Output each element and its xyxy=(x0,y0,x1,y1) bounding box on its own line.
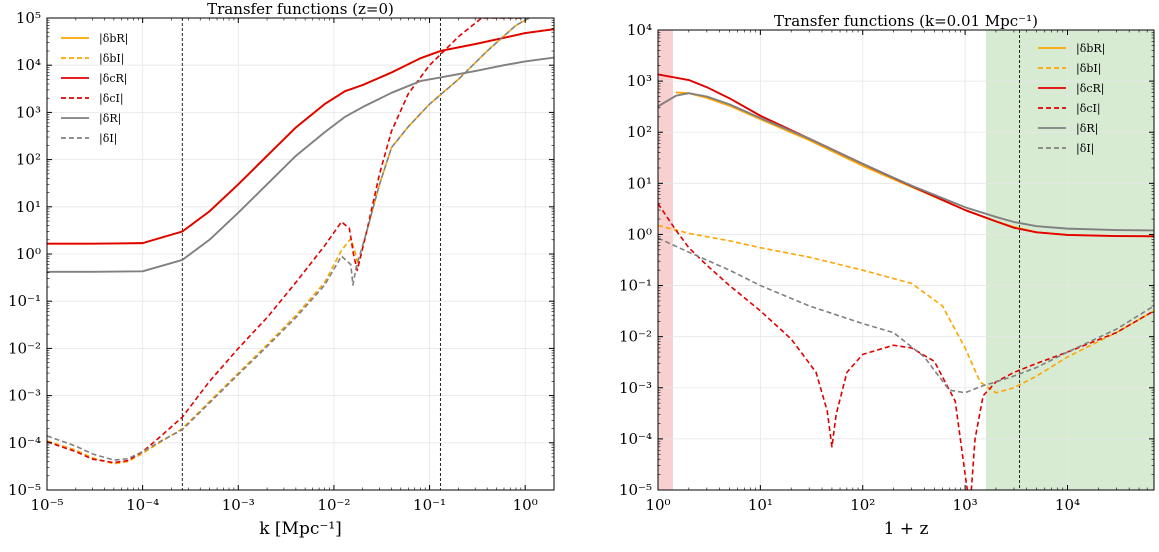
series-line-5 xyxy=(47,18,531,461)
y-tick-label-0: 10⁻⁵ xyxy=(619,481,652,499)
legend: |δbR| |δbI| |δcR| |δcI| |δR| |δI| xyxy=(1038,42,1105,156)
legend: |δbR| |δbI| |δcR| |δcI| |δR| |δI| xyxy=(61,32,128,146)
y-tick-label-8: 10³ xyxy=(627,72,652,90)
legend-label-0: |δbR| xyxy=(1076,42,1105,56)
y-tick-label-0: 10⁻⁵ xyxy=(8,481,41,499)
shaded-region-0 xyxy=(658,30,673,490)
x-tick-label-3: 10³ xyxy=(953,496,978,514)
x-tick-label-0: 10⁰ xyxy=(645,496,670,514)
y-tick-label-2: 10⁻³ xyxy=(8,387,41,405)
x-tick-label-2: 10² xyxy=(850,496,875,514)
series-line-3 xyxy=(47,18,521,464)
x-tick-label-4: 10⁻¹ xyxy=(413,496,446,514)
shaded-region-1 xyxy=(986,30,1154,490)
legend-label-4: |δR| xyxy=(99,112,121,126)
y-tick-label-2: 10⁻³ xyxy=(619,379,652,397)
y-tick-label-1: 10⁻⁴ xyxy=(8,434,41,452)
legend-label-3: |δcI| xyxy=(99,92,124,106)
series-line-1 xyxy=(658,224,1154,394)
x-tick-label-2: 10⁻³ xyxy=(222,496,255,514)
legend-label-4: |δR| xyxy=(1076,122,1098,136)
series-group xyxy=(658,73,1154,490)
chart-left: 10⁻⁵ 10⁻⁴ 10⁻³ 10⁻² 10⁻¹ 10⁰ 10⁻⁵ 10⁻⁴ 10⁻³ 10⁻² 1… xyxy=(8,0,555,539)
series-line-4 xyxy=(658,92,1154,232)
series-group xyxy=(47,18,554,465)
x-tick-label-1: 10¹ xyxy=(748,496,773,514)
y-tick-label-6: 10¹ xyxy=(627,174,652,192)
legend-label-2: |δcR| xyxy=(1076,82,1104,96)
y-tick-label-8: 10³ xyxy=(16,103,41,121)
x-tick-label-3: 10⁻² xyxy=(317,496,350,514)
series-line-3 xyxy=(658,203,1154,490)
y-tick-label-6: 10¹ xyxy=(16,198,41,216)
y-tick-label-4: 10⁻¹ xyxy=(619,277,652,295)
legend-label-0: |δbR| xyxy=(99,32,128,46)
chart-title: Transfer functions (k=0.01 Mpc⁻¹) xyxy=(774,12,1038,30)
x-axis-label: k [Mpc⁻¹] xyxy=(259,519,342,539)
y-tick-label-4: 10⁻¹ xyxy=(8,292,41,310)
grid xyxy=(46,17,554,491)
chart-right: 10⁰ 10¹ 10² 10³ 10⁴ 10⁻⁵ 10⁻⁴ 10⁻³ 10⁻² 10⁻¹ 10⁰ 10… xyxy=(619,12,1155,539)
legend-label-1: |δbI| xyxy=(99,52,124,66)
legend-label-5: |δI| xyxy=(99,132,117,146)
legend-label-1: |δbI| xyxy=(1076,62,1101,76)
y-tick-label-9: 10⁴ xyxy=(16,56,41,74)
legend-label-3: |δcI| xyxy=(1076,102,1101,116)
y-tick-label-3: 10⁻² xyxy=(619,328,652,346)
series-line-4 xyxy=(47,56,554,273)
x-tick-label-0: 10⁻⁵ xyxy=(30,496,63,514)
chart-title: Transfer functions (z=0) xyxy=(207,0,394,18)
y-tick-label-5: 10⁰ xyxy=(16,245,41,263)
y-tick-label-10: 10⁵ xyxy=(16,9,41,27)
legend-label-5: |δI| xyxy=(1076,142,1094,156)
x-tick-label-5: 10⁰ xyxy=(513,496,538,514)
y-tick-label-7: 10² xyxy=(627,123,652,141)
legend-label-2: |δcR| xyxy=(99,72,127,86)
plot-frame xyxy=(657,29,1155,491)
y-tick-label-9: 10⁴ xyxy=(627,21,652,39)
y-tick-label-3: 10⁻² xyxy=(8,339,41,357)
x-tick-label-1: 10⁻⁴ xyxy=(126,496,159,514)
y-tick-label-1: 10⁻⁴ xyxy=(619,430,652,448)
x-tick-label-4: 10⁴ xyxy=(1055,496,1080,514)
y-tick-label-7: 10² xyxy=(16,151,41,169)
y-tick-label-5: 10⁰ xyxy=(627,225,652,243)
x-axis-label: 1 + z xyxy=(884,519,929,539)
series-line-2 xyxy=(47,28,554,245)
